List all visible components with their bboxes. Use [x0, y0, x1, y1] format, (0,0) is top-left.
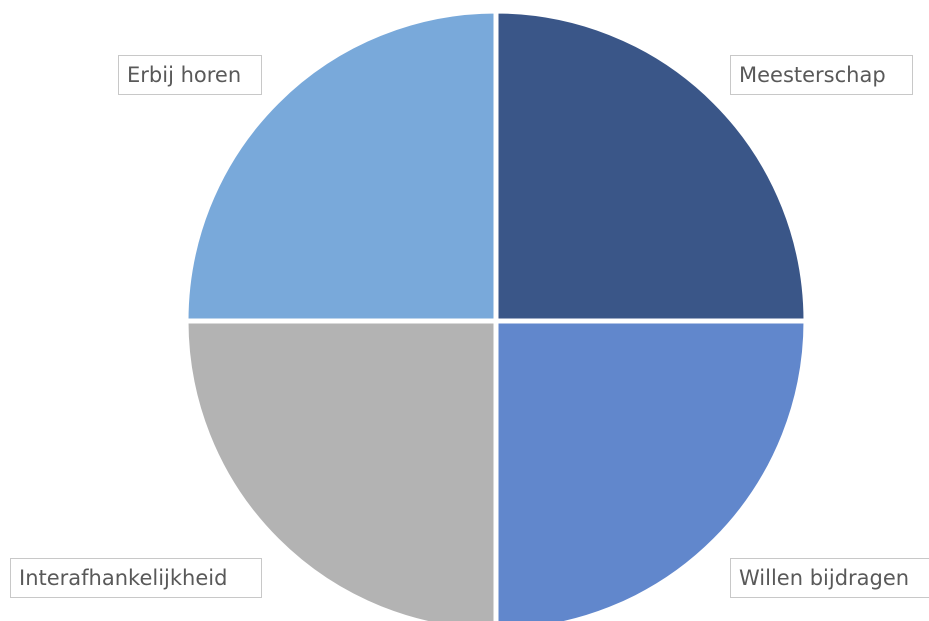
- slice-label-erbij-horen: Erbij horen: [118, 55, 262, 95]
- slice-label-willen-bijdragen: Willen bijdragen: [730, 558, 929, 598]
- pie-slice-meesterschap: [493, 318, 809, 621]
- pie-slice-willen-bijdragen: [183, 318, 499, 621]
- slice-label-meesterschap: Meesterschap: [730, 55, 913, 95]
- slice-label-interafhankelijkheid: Interafhankelijkheid: [10, 558, 262, 598]
- pie-slice-erbij-horen: [493, 8, 809, 324]
- pie-slice-interafhankelijkheid: [183, 8, 499, 324]
